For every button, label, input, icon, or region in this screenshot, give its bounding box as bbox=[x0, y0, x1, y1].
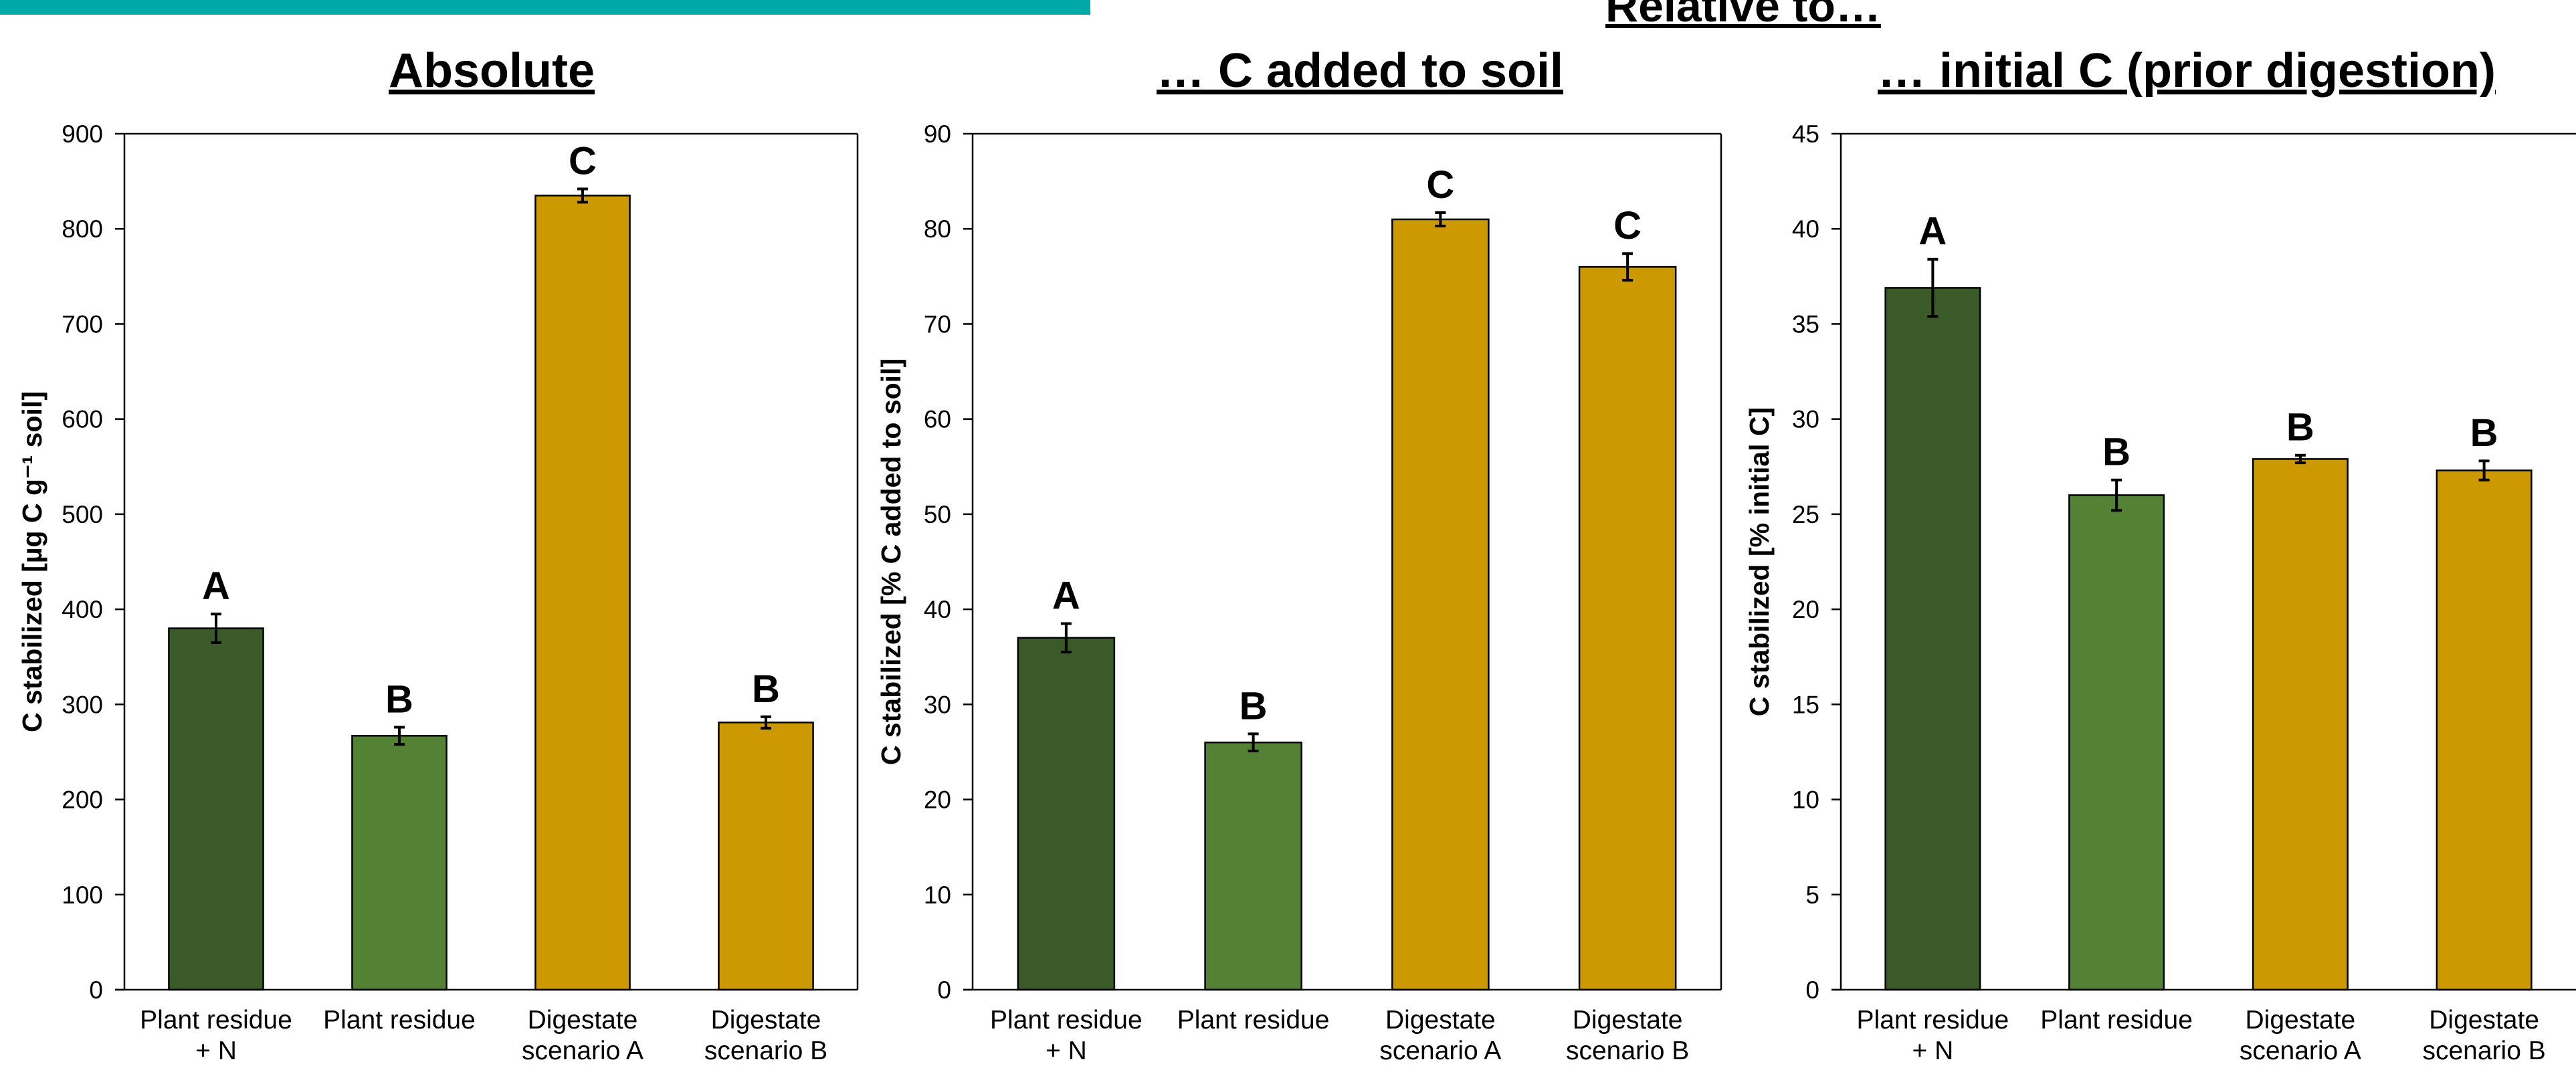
x-tick-label: Plant residue bbox=[140, 1006, 292, 1035]
x-tick-label: scenario A bbox=[522, 1037, 643, 1065]
y-tick-label: 300 bbox=[62, 691, 103, 718]
relative-to-heading: Relative to… bbox=[1605, 0, 1881, 31]
significance-letter: C bbox=[569, 139, 597, 183]
x-tick-label: Digestate bbox=[711, 1006, 821, 1035]
y-tick-label: 800 bbox=[62, 215, 103, 243]
bar bbox=[168, 627, 264, 991]
bar bbox=[1204, 741, 1302, 991]
y-tick-label: 20 bbox=[1792, 596, 1819, 623]
significance-letter: B bbox=[752, 667, 780, 711]
y-tick-label: 50 bbox=[924, 501, 951, 528]
bar bbox=[2436, 469, 2533, 991]
bar bbox=[534, 195, 631, 991]
bar bbox=[1884, 287, 1981, 991]
x-tick-label: Plant residue bbox=[2040, 1006, 2193, 1035]
y-tick-label: 15 bbox=[1792, 691, 1819, 718]
header-accent-bar bbox=[0, 0, 1090, 15]
bar bbox=[1578, 265, 1677, 991]
x-tick-label: scenario A bbox=[2240, 1037, 2361, 1065]
bar bbox=[2252, 458, 2349, 991]
y-tick-label: 10 bbox=[924, 881, 951, 909]
significance-letter: C bbox=[1426, 163, 1454, 207]
y-tick-label: 30 bbox=[1792, 406, 1819, 433]
y-tick-label: 200 bbox=[62, 786, 103, 814]
bar bbox=[2068, 494, 2165, 991]
x-tick-label: + N bbox=[1046, 1037, 1087, 1065]
bar bbox=[1391, 218, 1490, 991]
y-tick-label: 400 bbox=[62, 596, 103, 623]
y-tick-label: 40 bbox=[924, 596, 951, 623]
y-tick-label: 0 bbox=[937, 976, 951, 1004]
y-axis-label: C stabilized [% C added to soil] bbox=[876, 358, 906, 765]
y-tick-label: 100 bbox=[62, 881, 103, 909]
significance-letter: B bbox=[2470, 411, 2498, 455]
x-tick-label: Digestate bbox=[528, 1006, 638, 1035]
chart-panel-3: … initial C (prior digestion) C stabilize… bbox=[1744, 44, 2576, 1065]
y-tick-label: 500 bbox=[62, 501, 103, 528]
y-tick-label: 900 bbox=[62, 120, 103, 148]
significance-letter: A bbox=[1052, 574, 1080, 617]
y-tick-label: 40 bbox=[1792, 215, 1819, 243]
x-tick-label: scenario A bbox=[1379, 1037, 1501, 1065]
y-tick-label: 10 bbox=[1792, 786, 1819, 814]
x-tick-label: Plant residue bbox=[990, 1006, 1143, 1035]
chart-title: … C added to soil bbox=[1157, 44, 1563, 98]
y-tick-label: 30 bbox=[924, 691, 951, 718]
y-tick-label: 80 bbox=[924, 215, 951, 243]
x-tick-label: scenario B bbox=[2422, 1037, 2545, 1065]
bar bbox=[351, 735, 448, 991]
y-tick-label: 45 bbox=[1792, 120, 1819, 148]
chart-title: Absolute bbox=[389, 44, 595, 98]
y-tick-label: 5 bbox=[1805, 881, 1819, 909]
y-tick-label: 20 bbox=[924, 786, 951, 814]
x-tick-label: Digestate bbox=[1385, 1006, 1496, 1035]
significance-letter: B bbox=[2102, 431, 2131, 474]
chart-panel-2: … C added to soil C stabilized [% C added… bbox=[876, 44, 1722, 1065]
x-tick-label: Plant residue bbox=[1177, 1006, 1330, 1035]
y-tick-label: 60 bbox=[924, 406, 951, 433]
x-tick-label: scenario B bbox=[704, 1037, 827, 1065]
y-tick-label: 35 bbox=[1792, 310, 1819, 338]
x-tick-label: Digestate bbox=[2429, 1006, 2539, 1035]
x-tick-label: Digestate bbox=[2245, 1006, 2355, 1035]
x-tick-label: Digestate bbox=[1573, 1006, 1683, 1035]
x-tick-label: + N bbox=[1912, 1037, 1953, 1065]
x-tick-label: scenario B bbox=[1566, 1037, 1689, 1065]
y-axis-label: C stabilized [% initial C] bbox=[1744, 407, 1775, 716]
y-tick-label: 0 bbox=[1805, 976, 1819, 1004]
y-tick-label: 0 bbox=[89, 976, 103, 1004]
y-tick-label: 600 bbox=[62, 406, 103, 433]
bar bbox=[718, 722, 814, 991]
y-tick-label: 700 bbox=[62, 310, 103, 338]
significance-letter: B bbox=[1240, 684, 1268, 728]
x-tick-label: Plant residue bbox=[323, 1006, 476, 1035]
significance-letter: A bbox=[202, 564, 230, 608]
significance-letter: B bbox=[385, 677, 413, 721]
chart-panel-1: Absolute C stabilized [µg C g⁻¹ soil] 0 100… bbox=[17, 44, 859, 1065]
bar bbox=[1017, 637, 1116, 991]
significance-letter: B bbox=[2286, 406, 2314, 449]
x-tick-label: Plant residue bbox=[1857, 1006, 2009, 1035]
chart-title: … initial C (prior digestion) bbox=[1878, 44, 2496, 98]
y-tick-label: 70 bbox=[924, 310, 951, 338]
significance-letter: A bbox=[1918, 210, 1947, 253]
x-tick-label: + N bbox=[195, 1037, 237, 1065]
y-tick-label: 90 bbox=[924, 120, 951, 148]
significance-letter: C bbox=[1613, 204, 1642, 247]
y-axis-label: C stabilized [µg C g⁻¹ soil] bbox=[17, 391, 47, 732]
y-tick-label: 25 bbox=[1792, 501, 1819, 528]
